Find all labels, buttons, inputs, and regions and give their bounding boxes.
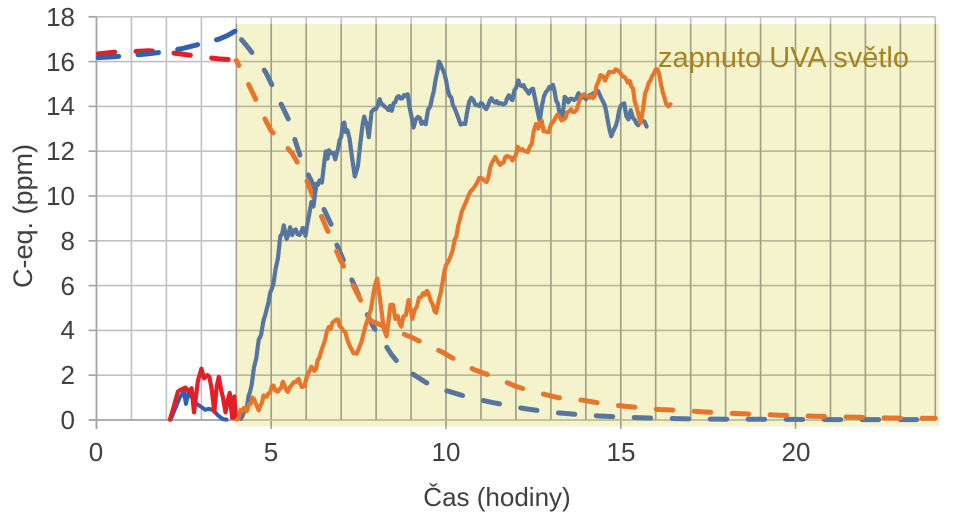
svg-text:0: 0 — [89, 437, 103, 467]
svg-text:14: 14 — [46, 91, 75, 121]
svg-text:zapnuto UVA světlo: zapnuto UVA světlo — [658, 42, 909, 74]
svg-text:10: 10 — [46, 181, 75, 211]
svg-text:10: 10 — [432, 437, 461, 467]
svg-text:16: 16 — [46, 47, 75, 77]
svg-text:6: 6 — [61, 271, 75, 301]
svg-text:C-eq. (ppm): C-eq. (ppm) — [8, 144, 38, 288]
svg-text:Čas (hodiny): Čas (hodiny) — [423, 482, 570, 512]
svg-text:0: 0 — [61, 405, 75, 435]
svg-text:4: 4 — [61, 315, 75, 345]
svg-text:20: 20 — [782, 437, 811, 467]
svg-text:5: 5 — [264, 437, 278, 467]
svg-text:8: 8 — [61, 226, 75, 256]
svg-text:15: 15 — [607, 437, 636, 467]
svg-text:2: 2 — [61, 360, 75, 390]
svg-text:18: 18 — [46, 2, 75, 32]
svg-text:12: 12 — [46, 136, 75, 166]
